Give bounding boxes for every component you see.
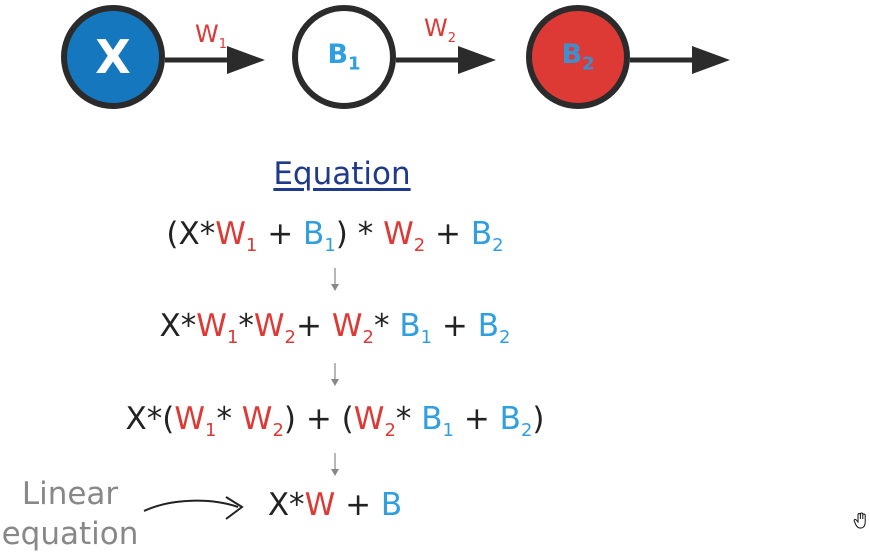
weight-label-w2: W2 bbox=[424, 14, 457, 46]
down-arrow-2 bbox=[331, 363, 339, 386]
equation-line-3: X*(W1* W2) + (W2* B1 + B2) bbox=[125, 401, 545, 442]
annotation-arrow bbox=[143, 496, 244, 520]
down-arrow-3 bbox=[331, 453, 339, 476]
equation-line-4: X*W + B bbox=[267, 487, 403, 523]
input-node-x: X bbox=[61, 5, 165, 109]
node-label-b2: B2 bbox=[561, 39, 595, 75]
arrow-x-to-b1 bbox=[165, 46, 265, 74]
hidden-node-b1: B1 bbox=[292, 5, 396, 109]
hand-cursor-icon bbox=[853, 512, 866, 529]
equation-line-1: (X*W1 + B1) * W2 + B2 bbox=[166, 216, 504, 257]
output-node-b2: B2 bbox=[526, 5, 630, 109]
node-label-b1: B1 bbox=[327, 39, 361, 75]
node-label-x: X bbox=[95, 30, 131, 84]
down-arrow-1 bbox=[331, 268, 339, 291]
linear-equation-label: Linear equation bbox=[1, 476, 139, 552]
equation-line-2: X*W1*W2+ W2* B1 + B2 bbox=[159, 308, 511, 349]
equation-title: Equation bbox=[273, 156, 411, 192]
arrow-b1-to-b2 bbox=[396, 46, 496, 74]
arrow-b2-output bbox=[630, 46, 730, 74]
weight-label-w1: W1 bbox=[195, 20, 228, 52]
